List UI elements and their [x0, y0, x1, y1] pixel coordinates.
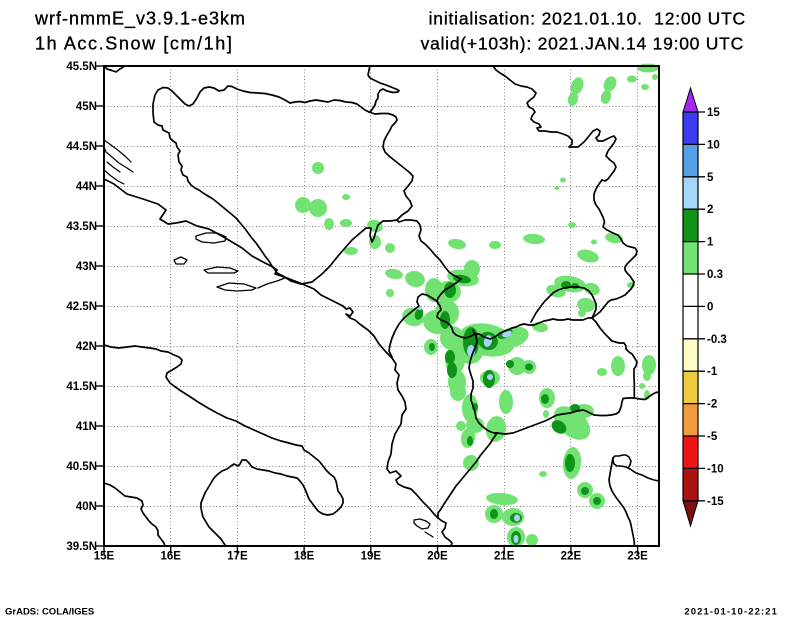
- svg-text:15E: 15E: [94, 551, 115, 563]
- svg-text:1h Acc.Snow [cm/1h]: 1h Acc.Snow [cm/1h]: [35, 34, 233, 54]
- svg-text:45N: 45N: [76, 101, 97, 113]
- svg-text:1: 1: [707, 237, 714, 249]
- svg-text:41N: 41N: [76, 421, 97, 433]
- svg-text:42N: 42N: [76, 341, 97, 353]
- svg-text:43.5N: 43.5N: [66, 221, 97, 233]
- svg-text:18E: 18E: [294, 551, 315, 563]
- svg-text:21E: 21E: [494, 551, 515, 563]
- svg-text:39.5N: 39.5N: [66, 541, 97, 553]
- svg-text:42.5N: 42.5N: [66, 301, 97, 313]
- svg-text:20E: 20E: [427, 551, 448, 563]
- svg-text:-2: -2: [707, 399, 717, 411]
- svg-text:40.5N: 40.5N: [66, 461, 97, 473]
- svg-text:41.5N: 41.5N: [66, 381, 97, 393]
- svg-text:-5: -5: [707, 431, 718, 443]
- svg-text:-1: -1: [707, 366, 718, 378]
- svg-text:0.3: 0.3: [707, 269, 723, 281]
- svg-text:-15: -15: [707, 496, 724, 508]
- svg-text:22E: 22E: [561, 551, 582, 563]
- svg-text:2: 2: [707, 204, 713, 216]
- svg-text:10: 10: [707, 139, 720, 151]
- svg-text:0: 0: [707, 301, 713, 313]
- svg-text:GrADS: COLA/IGES: GrADS: COLA/IGES: [5, 607, 94, 618]
- svg-text:5: 5: [707, 172, 714, 184]
- svg-text:44N: 44N: [76, 181, 97, 193]
- svg-text:23E: 23E: [627, 551, 648, 563]
- svg-text:40N: 40N: [76, 501, 97, 513]
- svg-text:44.5N: 44.5N: [66, 141, 97, 153]
- svg-text:-0.3: -0.3: [707, 334, 727, 346]
- svg-text:valid(+103h): 2021.JAN.14 19:0: valid(+103h): 2021.JAN.14 19:00 UTC: [421, 34, 744, 54]
- svg-text:15: 15: [707, 107, 720, 119]
- svg-text:43N: 43N: [76, 261, 97, 273]
- svg-text:initialisation: 2021.01.10. 1: initialisation: 2021.01.10. 12:00 UTC: [429, 9, 746, 29]
- svg-text:45.5N: 45.5N: [66, 61, 97, 73]
- svg-text:19E: 19E: [361, 551, 382, 563]
- svg-text:-10: -10: [707, 463, 724, 475]
- svg-text:2021-01-10-22:21: 2021-01-10-22:21: [684, 607, 778, 618]
- svg-text:16E: 16E: [160, 551, 181, 563]
- svg-text:wrf-nmmE_v3.9.1-e3km: wrf-nmmE_v3.9.1-e3km: [34, 9, 246, 30]
- svg-text:17E: 17E: [227, 551, 248, 563]
